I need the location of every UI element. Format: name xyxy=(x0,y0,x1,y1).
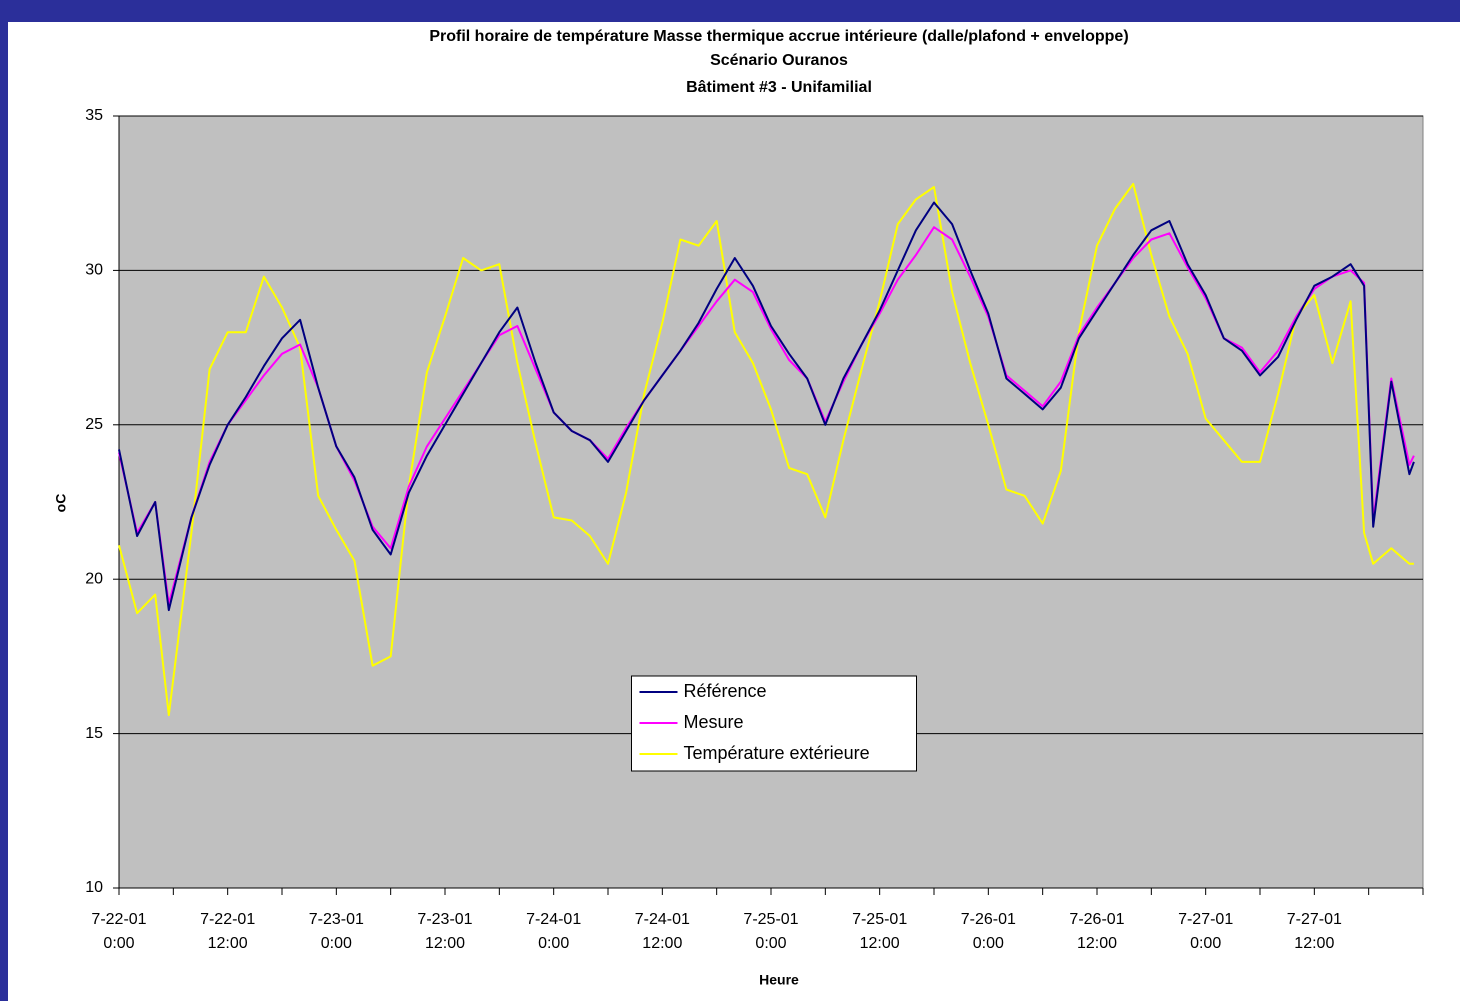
x-tick-label: 7-25-01 12:00 xyxy=(852,911,908,952)
x-tick-label: 7-22-01 0:00 xyxy=(91,911,147,952)
x-tick-label: 7-26-01 0:00 xyxy=(960,911,1016,952)
x-tick-label: 7-27-01 12:00 xyxy=(1286,911,1342,952)
legend-label: Référence xyxy=(684,681,767,701)
y-tick-label: 15 xyxy=(85,725,103,742)
series-line xyxy=(118,182,1414,717)
y-tick-label: 30 xyxy=(85,262,103,279)
y-axis-title: oC xyxy=(53,494,69,513)
plot-area xyxy=(118,115,1424,889)
x-tick-label: 7-24-01 12:00 xyxy=(634,911,690,952)
x-tick-label: 7-23-01 12:00 xyxy=(417,911,473,952)
chart-title: Profil horaire de température Masse ther… xyxy=(429,28,1128,45)
x-tick-label: 7-23-01 0:00 xyxy=(308,911,364,952)
y-tick-label: 25 xyxy=(85,416,103,433)
x-tick-label: 7-24-01 0:00 xyxy=(526,911,582,952)
chart-subtitle: Scénario Ouranos xyxy=(710,52,848,69)
series-line xyxy=(118,201,1415,612)
x-tick-label: 7-27-01 0:00 xyxy=(1178,911,1234,952)
x-axis-title: Heure xyxy=(759,972,799,988)
legend-label: Température extérieure xyxy=(684,743,870,763)
left-band xyxy=(0,0,8,1001)
y-tick-label: 35 xyxy=(85,107,103,124)
top-band xyxy=(0,0,1460,22)
y-tick-label: 10 xyxy=(85,879,103,896)
x-tick-label: 7-26-01 12:00 xyxy=(1069,911,1125,952)
legend-label: Mesure xyxy=(684,712,744,732)
legend-box xyxy=(631,675,917,772)
chart-subtitle: Bâtiment #3 - Unifamilial xyxy=(686,79,872,96)
x-tick-label: 7-22-01 12:00 xyxy=(200,911,256,952)
x-tick-label: 7-25-01 0:00 xyxy=(743,911,799,952)
y-tick-label: 20 xyxy=(85,570,103,587)
